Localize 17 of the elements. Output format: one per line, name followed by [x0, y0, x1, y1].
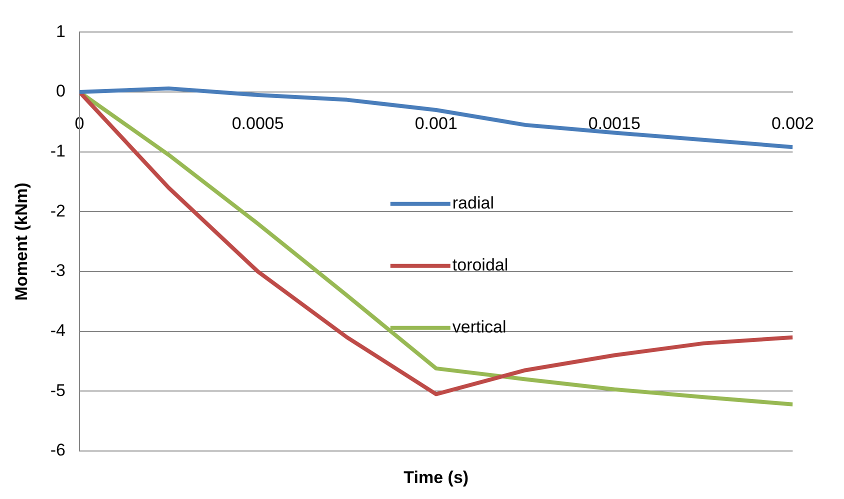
y-tick-label: -2 — [50, 201, 66, 220]
y-tick-label: -3 — [50, 261, 66, 280]
x-tick-label: 0.0015 — [588, 114, 640, 133]
x-tick-label: 0.002 — [771, 114, 814, 133]
x-tick-label: 0.0005 — [232, 114, 284, 133]
y-axis-title: Moment (kNm) — [12, 182, 31, 301]
legend-label: vertical — [452, 318, 506, 337]
y-tick-label: -4 — [50, 321, 66, 340]
y-tick-label: -1 — [50, 142, 66, 161]
x-axis-title: Time (s) — [404, 468, 469, 488]
y-tick-label: 1 — [56, 22, 66, 41]
legend-label: toroidal — [452, 256, 508, 275]
y-tick-label: -5 — [50, 380, 66, 400]
y-tick-label: -6 — [50, 440, 66, 460]
x-tick-label: 0.001 — [414, 114, 458, 133]
y-tick-label: 0 — [56, 82, 66, 101]
legend-label: radial — [452, 194, 494, 213]
